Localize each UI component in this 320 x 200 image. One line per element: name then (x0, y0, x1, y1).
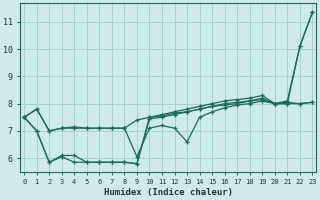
X-axis label: Humidex (Indice chaleur): Humidex (Indice chaleur) (104, 188, 233, 197)
